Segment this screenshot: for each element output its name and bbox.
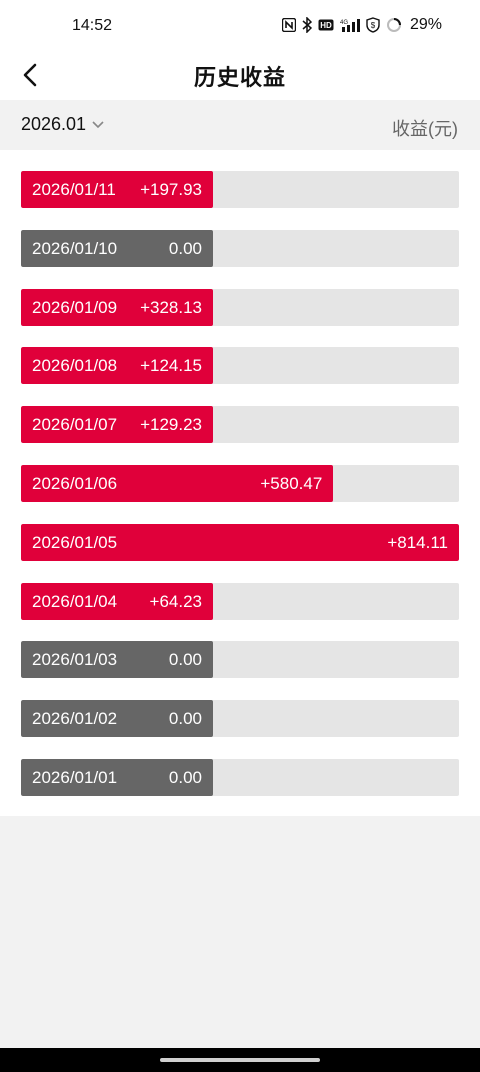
unit-label: 收益(元) bbox=[392, 119, 458, 139]
hd-icon: HD bbox=[318, 19, 334, 31]
earning-value: +197.93 bbox=[140, 180, 202, 199]
earning-value: +328.13 bbox=[140, 297, 202, 317]
battery-ring-icon bbox=[386, 17, 402, 33]
earning-bar bbox=[21, 465, 334, 502]
earning-bar bbox=[21, 171, 213, 208]
signal-icon: 4G bbox=[340, 18, 360, 32]
earning-row[interactable]: 2026/01/11 +197.93 bbox=[21, 171, 459, 208]
earning-row[interactable]: 2026/01/07 +129.23 bbox=[21, 406, 459, 444]
earning-value: +814.11 bbox=[387, 532, 448, 552]
earning-value: +129.23 bbox=[140, 415, 202, 435]
earning-bar bbox=[21, 523, 459, 561]
status-icons: HD 4G $ 29% bbox=[281, 16, 442, 34]
earning-value: 0.00 bbox=[168, 768, 202, 787]
earning-value: +64.23 bbox=[149, 591, 202, 611]
earning-date: 2026/01/02 bbox=[32, 709, 118, 729]
earning-bar bbox=[21, 759, 213, 796]
earnings-list: 2026/01/11 +197.93 2026/01/10 0.00 2026/01/0… bbox=[0, 150, 480, 816]
earning-bar bbox=[21, 229, 213, 267]
earning-value: +580.47 bbox=[260, 474, 323, 493]
earning-value: 0.00 bbox=[168, 709, 202, 729]
earning-date: 2026/01/05 bbox=[32, 532, 118, 552]
earning-date: 2026/01/10 bbox=[32, 238, 118, 258]
shield-dollar-icon: $ bbox=[366, 17, 380, 33]
earning-bar bbox=[21, 288, 213, 326]
earning-date: 2026/01/09 bbox=[32, 297, 118, 317]
earning-row[interactable]: 2026/01/05 +814.11 bbox=[21, 523, 459, 561]
earning-row[interactable]: 2026/01/10 0.00 bbox=[21, 229, 459, 267]
nfc-icon bbox=[281, 18, 296, 32]
nav-bar: 历史收益 bbox=[0, 50, 480, 100]
earning-date: 2026/01/03 bbox=[32, 650, 118, 670]
earning-value: 0.00 bbox=[168, 238, 202, 258]
earning-bar bbox=[21, 700, 213, 738]
filter-bar: 2026.01 收益(元) bbox=[0, 100, 480, 150]
earning-row[interactable]: 2026/01/09 +328.13 bbox=[21, 288, 459, 326]
earning-value: +124.15 bbox=[140, 356, 202, 376]
earning-row[interactable]: 2026/01/04 +64.23 bbox=[21, 582, 459, 620]
earning-row[interactable]: 2026/01/06 +580.47 bbox=[21, 465, 459, 502]
earning-bar bbox=[21, 582, 213, 620]
earning-bar bbox=[21, 406, 213, 444]
back-arrow-icon bbox=[23, 63, 37, 87]
svg-text:HD: HD bbox=[320, 21, 332, 30]
svg-text:$: $ bbox=[371, 21, 376, 30]
earning-value: 0.00 bbox=[168, 650, 202, 670]
network-label: 4G bbox=[340, 20, 348, 26]
earning-date: 2026/01/07 bbox=[32, 415, 118, 435]
battery-percent: 29% bbox=[409, 16, 442, 33]
earning-bar bbox=[21, 347, 213, 385]
earning-date: 2026/01/06 bbox=[32, 474, 118, 493]
earning-bar bbox=[21, 641, 213, 679]
earning-date: 2026/01/11 bbox=[32, 180, 116, 199]
earning-date: 2026/01/08 bbox=[32, 356, 118, 376]
earning-row[interactable]: 2026/01/03 0.00 bbox=[21, 641, 459, 679]
status-time: 14:52 bbox=[72, 17, 113, 34]
home-indicator[interactable] bbox=[160, 1058, 320, 1062]
month-label: 2026.01 bbox=[21, 114, 87, 134]
page-title: 历史收益 bbox=[193, 65, 286, 90]
chevron-down-icon bbox=[92, 120, 104, 128]
status-bar: 14:52 HD 4G $ 29% bbox=[0, 0, 480, 50]
earning-date: 2026/01/01 bbox=[32, 768, 118, 787]
earning-date: 2026/01/04 bbox=[32, 591, 118, 611]
earning-row[interactable]: 2026/01/08 +124.15 bbox=[21, 347, 459, 385]
navigation-bar bbox=[0, 1048, 480, 1072]
month-selector[interactable]: 2026.01 bbox=[21, 114, 104, 135]
bluetooth-icon bbox=[302, 17, 312, 33]
earning-row[interactable]: 2026/01/02 0.00 bbox=[21, 700, 459, 738]
back-button[interactable] bbox=[14, 58, 48, 92]
earning-row[interactable]: 2026/01/01 0.00 bbox=[21, 759, 459, 796]
